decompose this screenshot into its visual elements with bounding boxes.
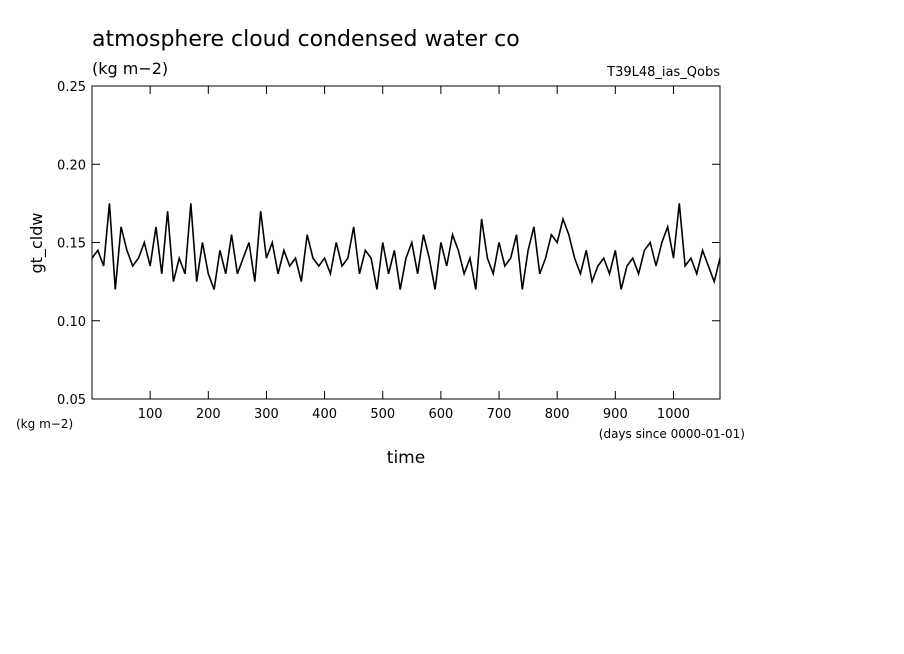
data-line xyxy=(91,203,721,290)
y-tick-label: 0.05 xyxy=(57,393,86,408)
x-tick-label: 400 xyxy=(312,407,337,422)
x-tick-label: 300 xyxy=(254,407,279,422)
y-tick-label: 0.25 xyxy=(57,80,86,95)
x-tick-label: 900 xyxy=(603,407,628,422)
x-tick-label: 1000 xyxy=(657,407,690,422)
y-tick-label: 0.10 xyxy=(57,315,86,330)
x-tick-label: 700 xyxy=(487,407,512,422)
x-tick-label: 100 xyxy=(138,407,163,422)
y-axis-label: gt_cldw xyxy=(27,213,47,274)
chart-subtitle: (kg m−2) xyxy=(92,59,168,78)
x-tick-label: 500 xyxy=(370,407,395,422)
x-axis-unit: (days since 0000-01-01) xyxy=(599,427,745,441)
x-tick-label: 200 xyxy=(196,407,221,422)
x-tick-label: 600 xyxy=(428,407,453,422)
x-tick-label: 800 xyxy=(545,407,570,422)
x-axis-label: time xyxy=(387,448,425,468)
chart-title: atmosphere cloud condensed water co xyxy=(92,27,520,52)
y-tick-label: 0.15 xyxy=(57,237,86,252)
y-tick-label: 0.20 xyxy=(57,158,86,173)
plot-frame xyxy=(91,85,721,400)
annotation: T39L48_ias_Qobs xyxy=(606,65,720,80)
y-axis-unit: (kg m−2) xyxy=(16,417,73,431)
